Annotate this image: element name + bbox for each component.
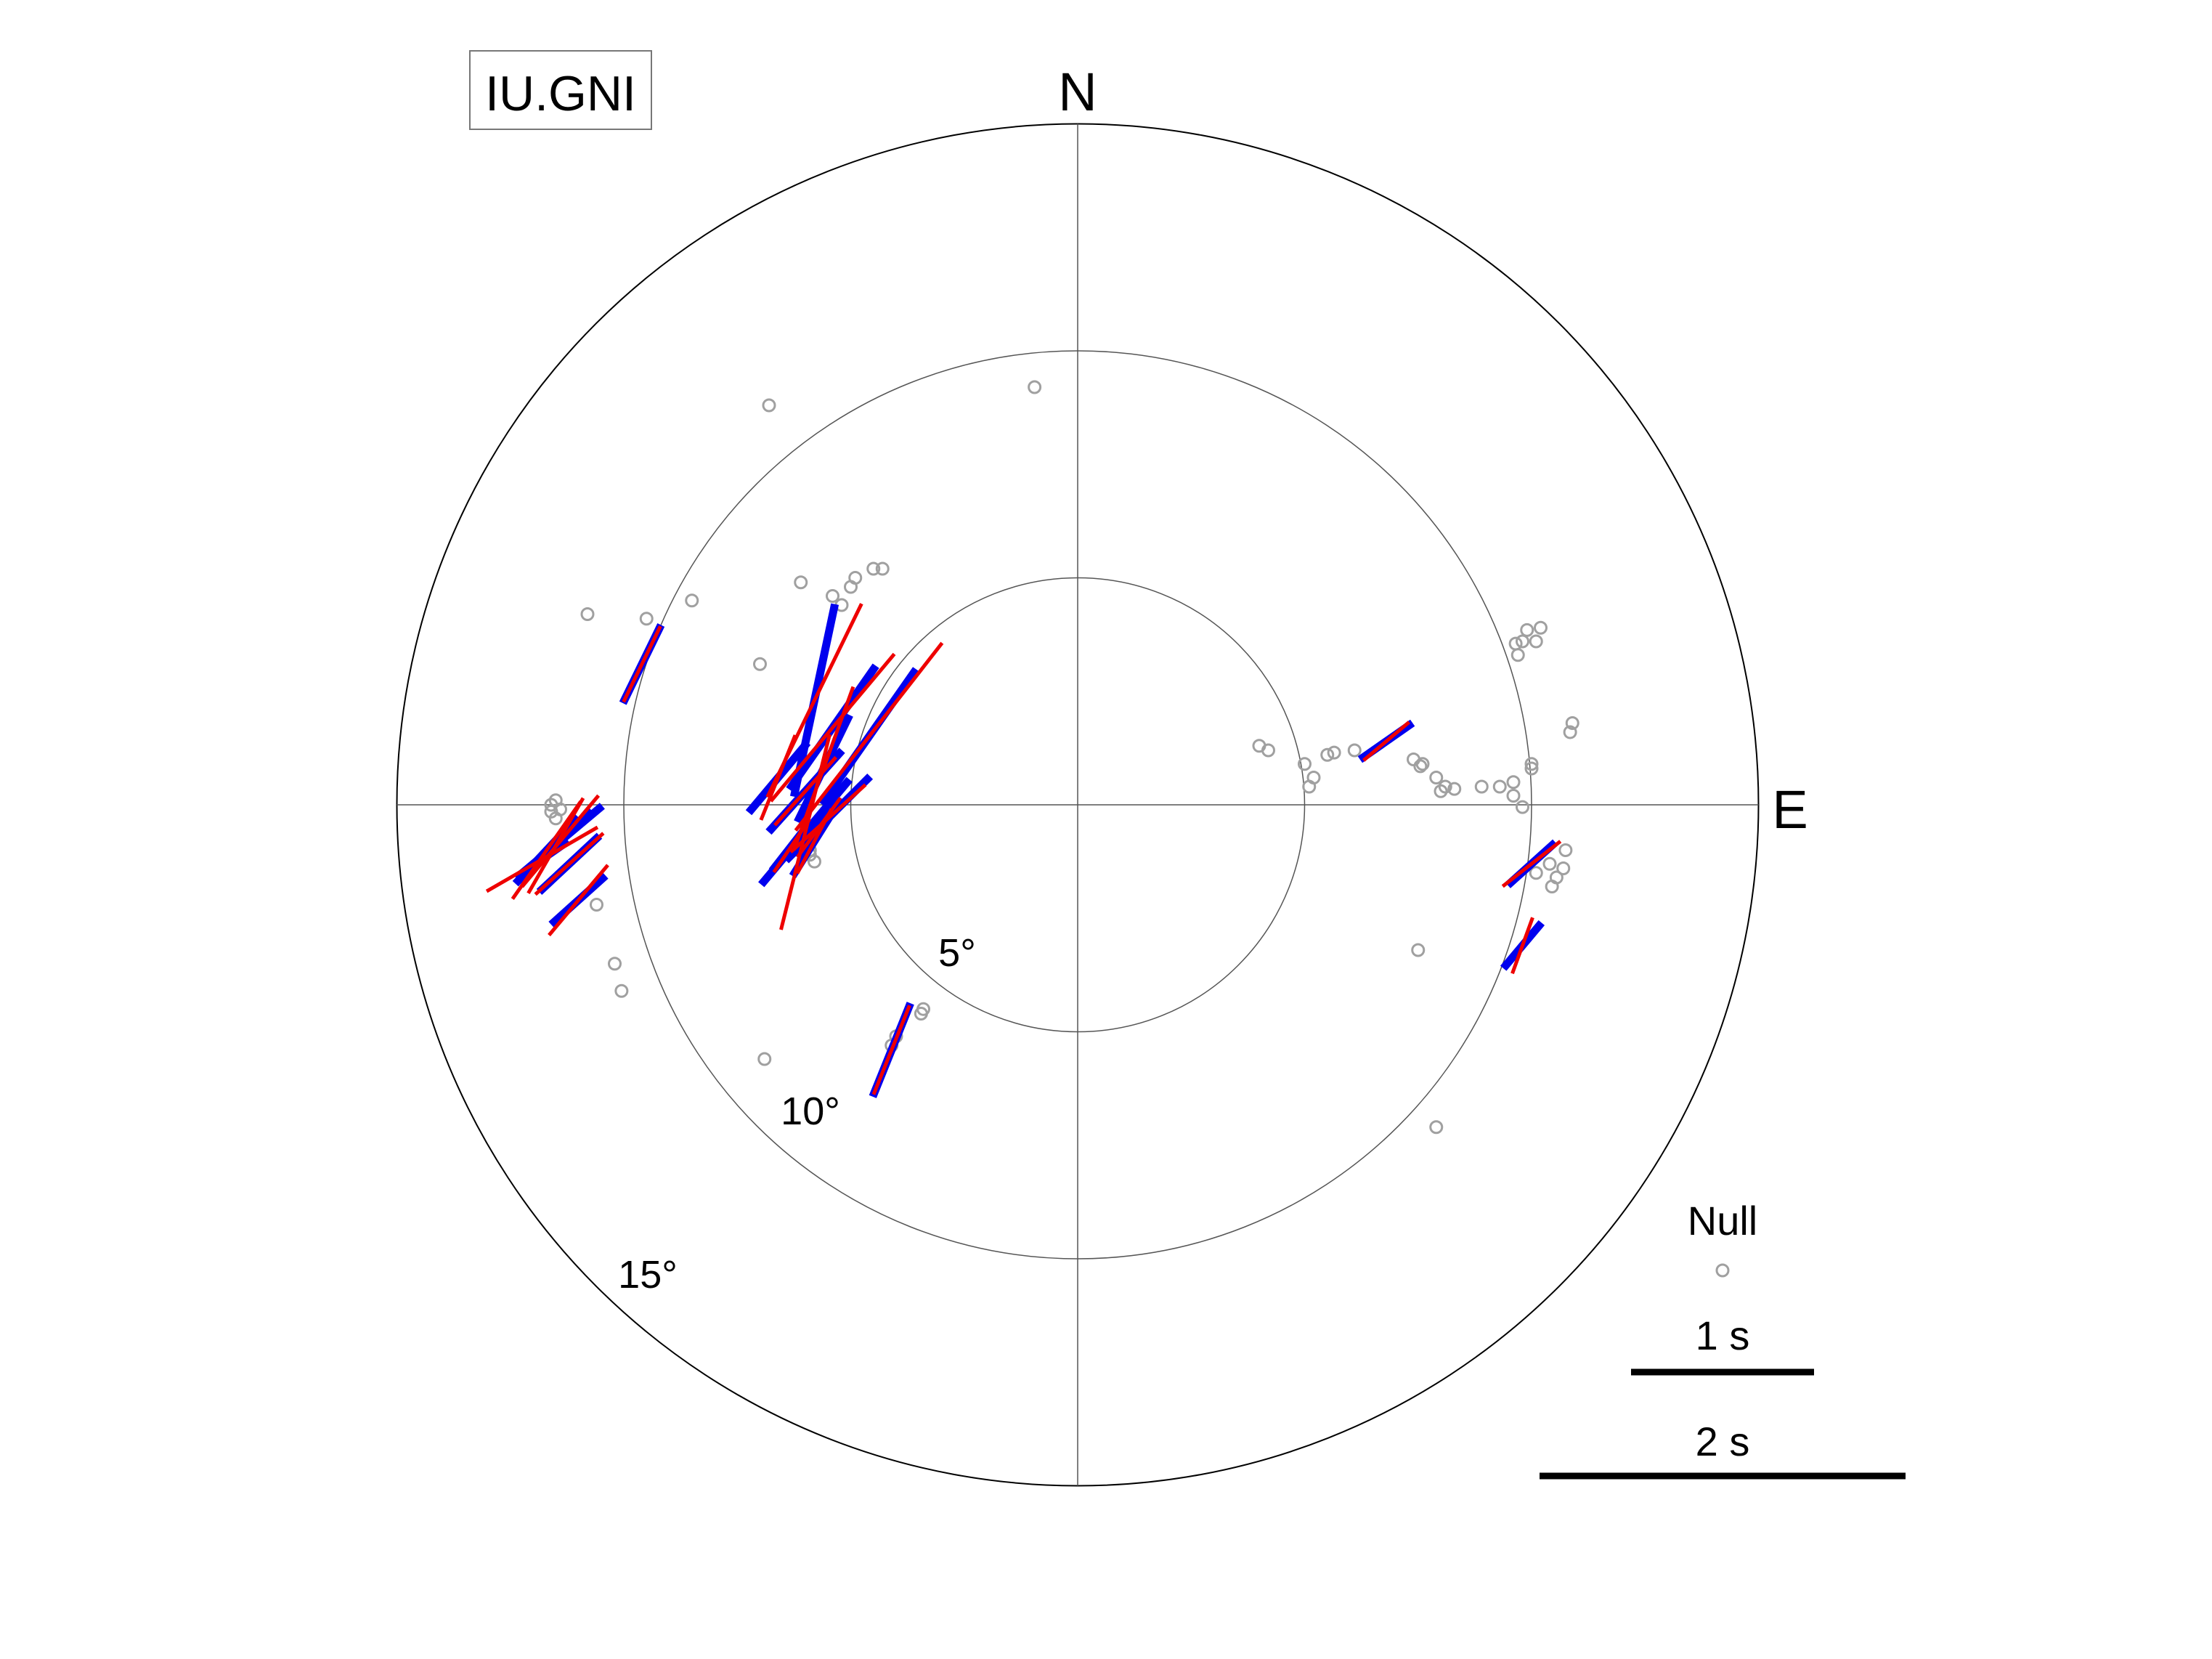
null-marker — [1524, 757, 1539, 771]
null-marker — [1302, 779, 1317, 794]
null-marker — [1520, 622, 1534, 637]
null-marker — [1492, 779, 1507, 794]
null-markers — [544, 380, 1579, 1135]
station-label-box: IU.GNI — [469, 50, 652, 130]
null-marker — [1516, 800, 1529, 814]
null-marker — [1556, 861, 1571, 875]
split-bar-predicted — [520, 794, 601, 888]
split-bar-predicted — [773, 755, 838, 827]
null-marker — [1474, 779, 1489, 794]
null-marker — [1028, 380, 1042, 394]
split-bar-predicted — [794, 641, 944, 832]
null-marker — [580, 607, 595, 621]
null-marker — [757, 1052, 772, 1066]
null-marker — [1558, 843, 1573, 857]
split-bar-predicted — [871, 1005, 911, 1095]
split-bar-predicted — [534, 832, 605, 896]
north-label: N — [1058, 62, 1097, 122]
null-marker — [1534, 620, 1548, 635]
null-marker — [848, 571, 863, 585]
east-label: E — [1772, 779, 1808, 840]
null-marker — [1563, 725, 1577, 739]
null-marker — [614, 983, 629, 998]
null-marker — [1411, 943, 1426, 957]
null-marker — [1529, 866, 1543, 880]
legend-null-label: Null — [1688, 1198, 1757, 1244]
null-marker — [1447, 782, 1462, 796]
null-marker — [1508, 636, 1523, 651]
split-bar-predicted — [1362, 721, 1410, 762]
null-marker — [590, 898, 603, 912]
null-marker — [1434, 784, 1448, 798]
ring-label-5deg: 5° — [938, 931, 976, 975]
split-bar-predicted — [622, 625, 662, 703]
null-marker — [1413, 759, 1428, 774]
split-bar-predicted — [1501, 840, 1562, 888]
legend: Null 1 s 2 s — [1540, 1198, 1906, 1480]
polar-grid — [396, 123, 1760, 1487]
null-marker — [1320, 747, 1335, 762]
split-bar-predicted — [796, 797, 842, 859]
null-marker — [1429, 1120, 1444, 1135]
null-marker — [1529, 634, 1543, 649]
null-marker — [762, 398, 776, 413]
null-marker — [914, 1007, 928, 1021]
split-bar-predicted — [759, 734, 797, 821]
legend-scale-1s-label: 1 s — [1696, 1313, 1750, 1358]
null-marker — [1545, 880, 1559, 893]
station-label: IU.GNI — [485, 66, 636, 121]
null-marker — [826, 589, 839, 603]
null-marker — [1261, 743, 1275, 758]
station-label-frame — [469, 50, 652, 130]
split-bar-predicted — [772, 818, 811, 874]
split-bars — [485, 603, 1562, 1098]
null-marker — [1298, 757, 1312, 771]
null-marker — [808, 854, 821, 869]
ring-label-15deg: 15° — [618, 1253, 678, 1297]
null-marker — [685, 593, 699, 608]
null-marker — [1506, 775, 1521, 790]
null-marker — [1327, 745, 1341, 760]
split-bar-predicted — [485, 825, 599, 893]
split-bar-predicted — [548, 864, 609, 937]
null-marker — [608, 957, 622, 971]
null-marker — [875, 561, 890, 576]
null-marker — [794, 575, 808, 590]
split-bar-predicted — [1510, 917, 1534, 975]
legend-null-marker — [1715, 1263, 1730, 1278]
legend-scale-2s-label: 2 s — [1696, 1419, 1750, 1464]
split-bar-predicted — [769, 652, 896, 803]
null-marker — [1516, 634, 1529, 649]
null-marker — [1347, 743, 1362, 758]
null-marker — [866, 561, 881, 576]
null-marker — [753, 657, 767, 671]
null-marker — [548, 793, 563, 808]
null-marker — [1438, 779, 1452, 794]
null-marker — [1542, 856, 1557, 871]
null-marker — [1524, 761, 1539, 776]
null-marker — [1565, 716, 1579, 730]
null-marker — [1415, 757, 1430, 771]
split-bar-predicted — [779, 734, 831, 930]
null-marker — [544, 804, 558, 819]
null-marker — [1510, 648, 1525, 662]
ring-label-10deg: 10° — [781, 1090, 840, 1133]
null-marker — [639, 612, 654, 626]
null-marker — [1429, 771, 1444, 784]
null-marker — [1506, 789, 1521, 803]
